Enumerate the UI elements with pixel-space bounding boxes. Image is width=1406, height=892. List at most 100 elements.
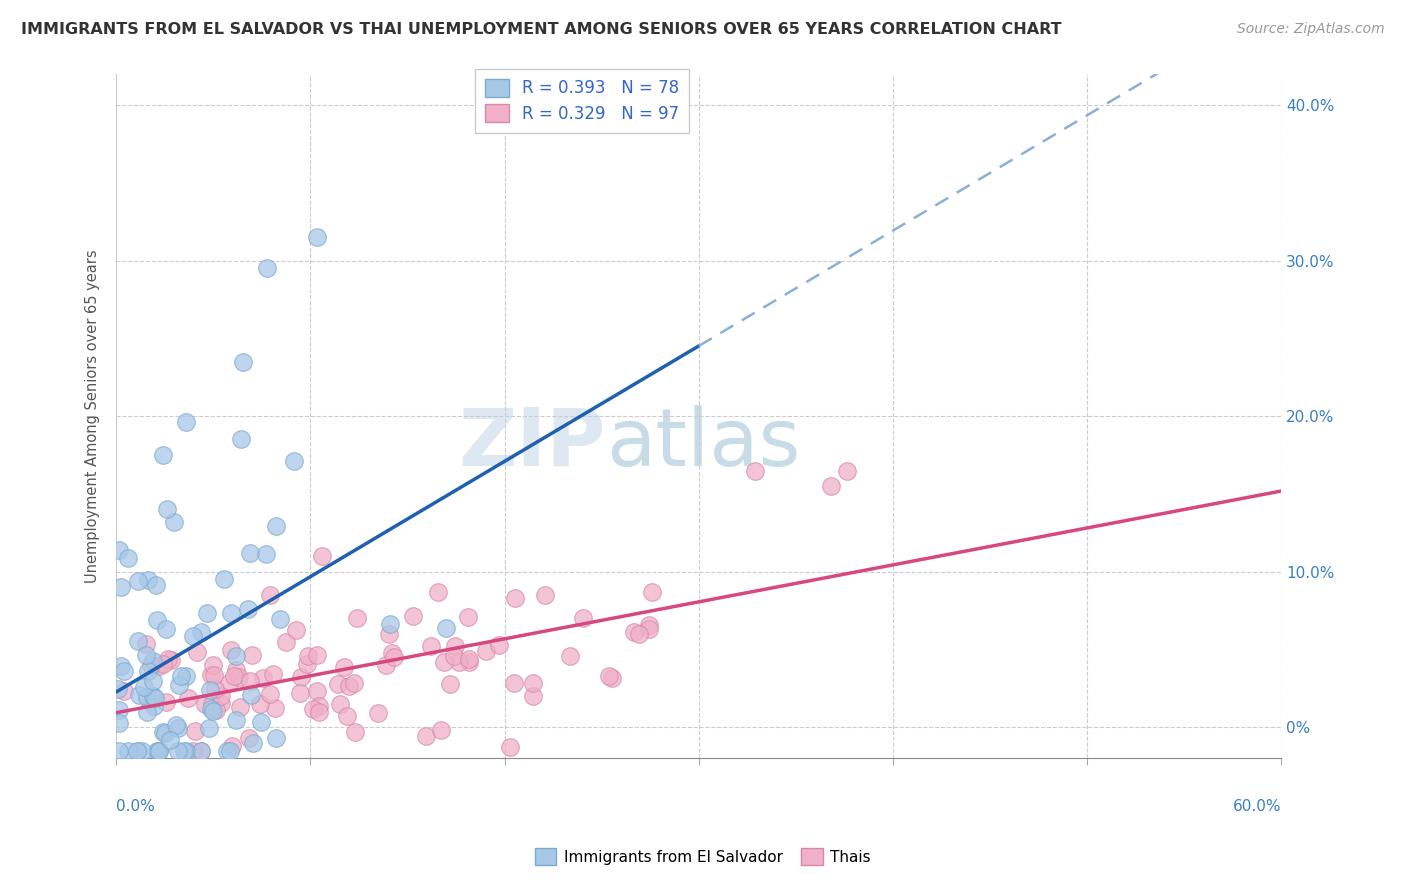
Text: 60.0%: 60.0% [1233,799,1281,814]
Point [308,705,330,719]
Point [420,639,443,653]
Text: IMMIGRANTS FROM EL SALVADOR VS THAI UNEMPLOYMENT AMONG SENIORS OVER 65 YEARS COR: IMMIGRANTS FROM EL SALVADOR VS THAI UNEM… [21,22,1062,37]
Point [209,690,232,704]
Point [107,682,129,697]
Point [225,713,247,727]
Point [820,479,842,493]
Point [159,733,181,747]
Point [155,622,177,636]
Point [139,657,162,672]
Y-axis label: Unemployment Among Seniors over 65 years: Unemployment Among Seniors over 65 years [86,250,100,583]
Point [628,627,651,641]
Point [285,624,308,638]
Point [430,723,453,737]
Point [163,515,186,529]
Point [229,700,252,714]
Point [638,618,661,632]
Point [522,676,544,690]
Point [108,715,131,730]
Point [205,703,228,717]
Point [212,572,235,586]
Point [152,657,174,671]
Text: atlas: atlas [606,404,800,483]
Point [202,667,225,681]
Point [264,731,287,745]
Point [142,690,165,704]
Point [148,743,170,757]
Point [146,743,169,757]
Point [458,652,481,666]
Point [264,700,287,714]
Point [127,574,149,588]
Point [143,699,166,714]
Point [305,230,328,244]
Point [128,689,150,703]
Point [108,704,131,718]
Point [598,668,620,682]
Point [239,674,262,689]
Point [146,743,169,757]
Point [173,743,195,757]
Point [198,682,221,697]
Point [166,721,188,735]
Point [145,578,167,592]
Point [274,634,297,648]
Point [127,743,149,757]
Point [219,606,242,620]
Point [534,588,557,602]
Point [200,702,222,716]
Point [108,743,131,757]
Point [343,725,366,739]
Point [240,648,263,662]
Point [142,674,165,689]
Point [503,591,526,605]
Point [415,729,437,743]
Point [148,743,170,757]
Point [155,695,177,709]
Point [378,617,401,632]
Point [434,622,457,636]
Point [297,649,319,664]
Point [117,551,139,566]
Point [558,648,581,663]
Point [249,698,271,712]
Point [167,678,190,692]
Point [174,415,197,429]
Point [215,743,238,757]
Point [381,646,404,660]
Point [190,743,212,757]
Point [259,588,281,602]
Point [201,704,224,718]
Point [181,743,204,757]
Point [333,660,356,674]
Point [346,611,368,625]
Point [377,627,399,641]
Point [110,659,132,673]
Point [125,743,148,757]
Point [623,625,645,640]
Point [572,611,595,625]
Point [152,724,174,739]
Point [132,680,155,694]
Point [499,739,522,754]
Point [835,464,858,478]
Point [232,354,254,368]
Point [225,648,247,663]
Point [201,697,224,711]
Point [200,668,222,682]
Point [502,675,524,690]
Point [239,688,262,702]
Point [250,715,273,730]
Point [426,584,449,599]
Point [135,648,157,663]
Point [143,691,166,706]
Point [136,690,159,704]
Point [174,743,197,757]
Point [259,687,281,701]
Point [225,663,247,677]
Point [159,653,181,667]
Point [165,717,187,731]
Point [641,585,664,599]
Point [117,743,139,757]
Point [290,686,312,700]
